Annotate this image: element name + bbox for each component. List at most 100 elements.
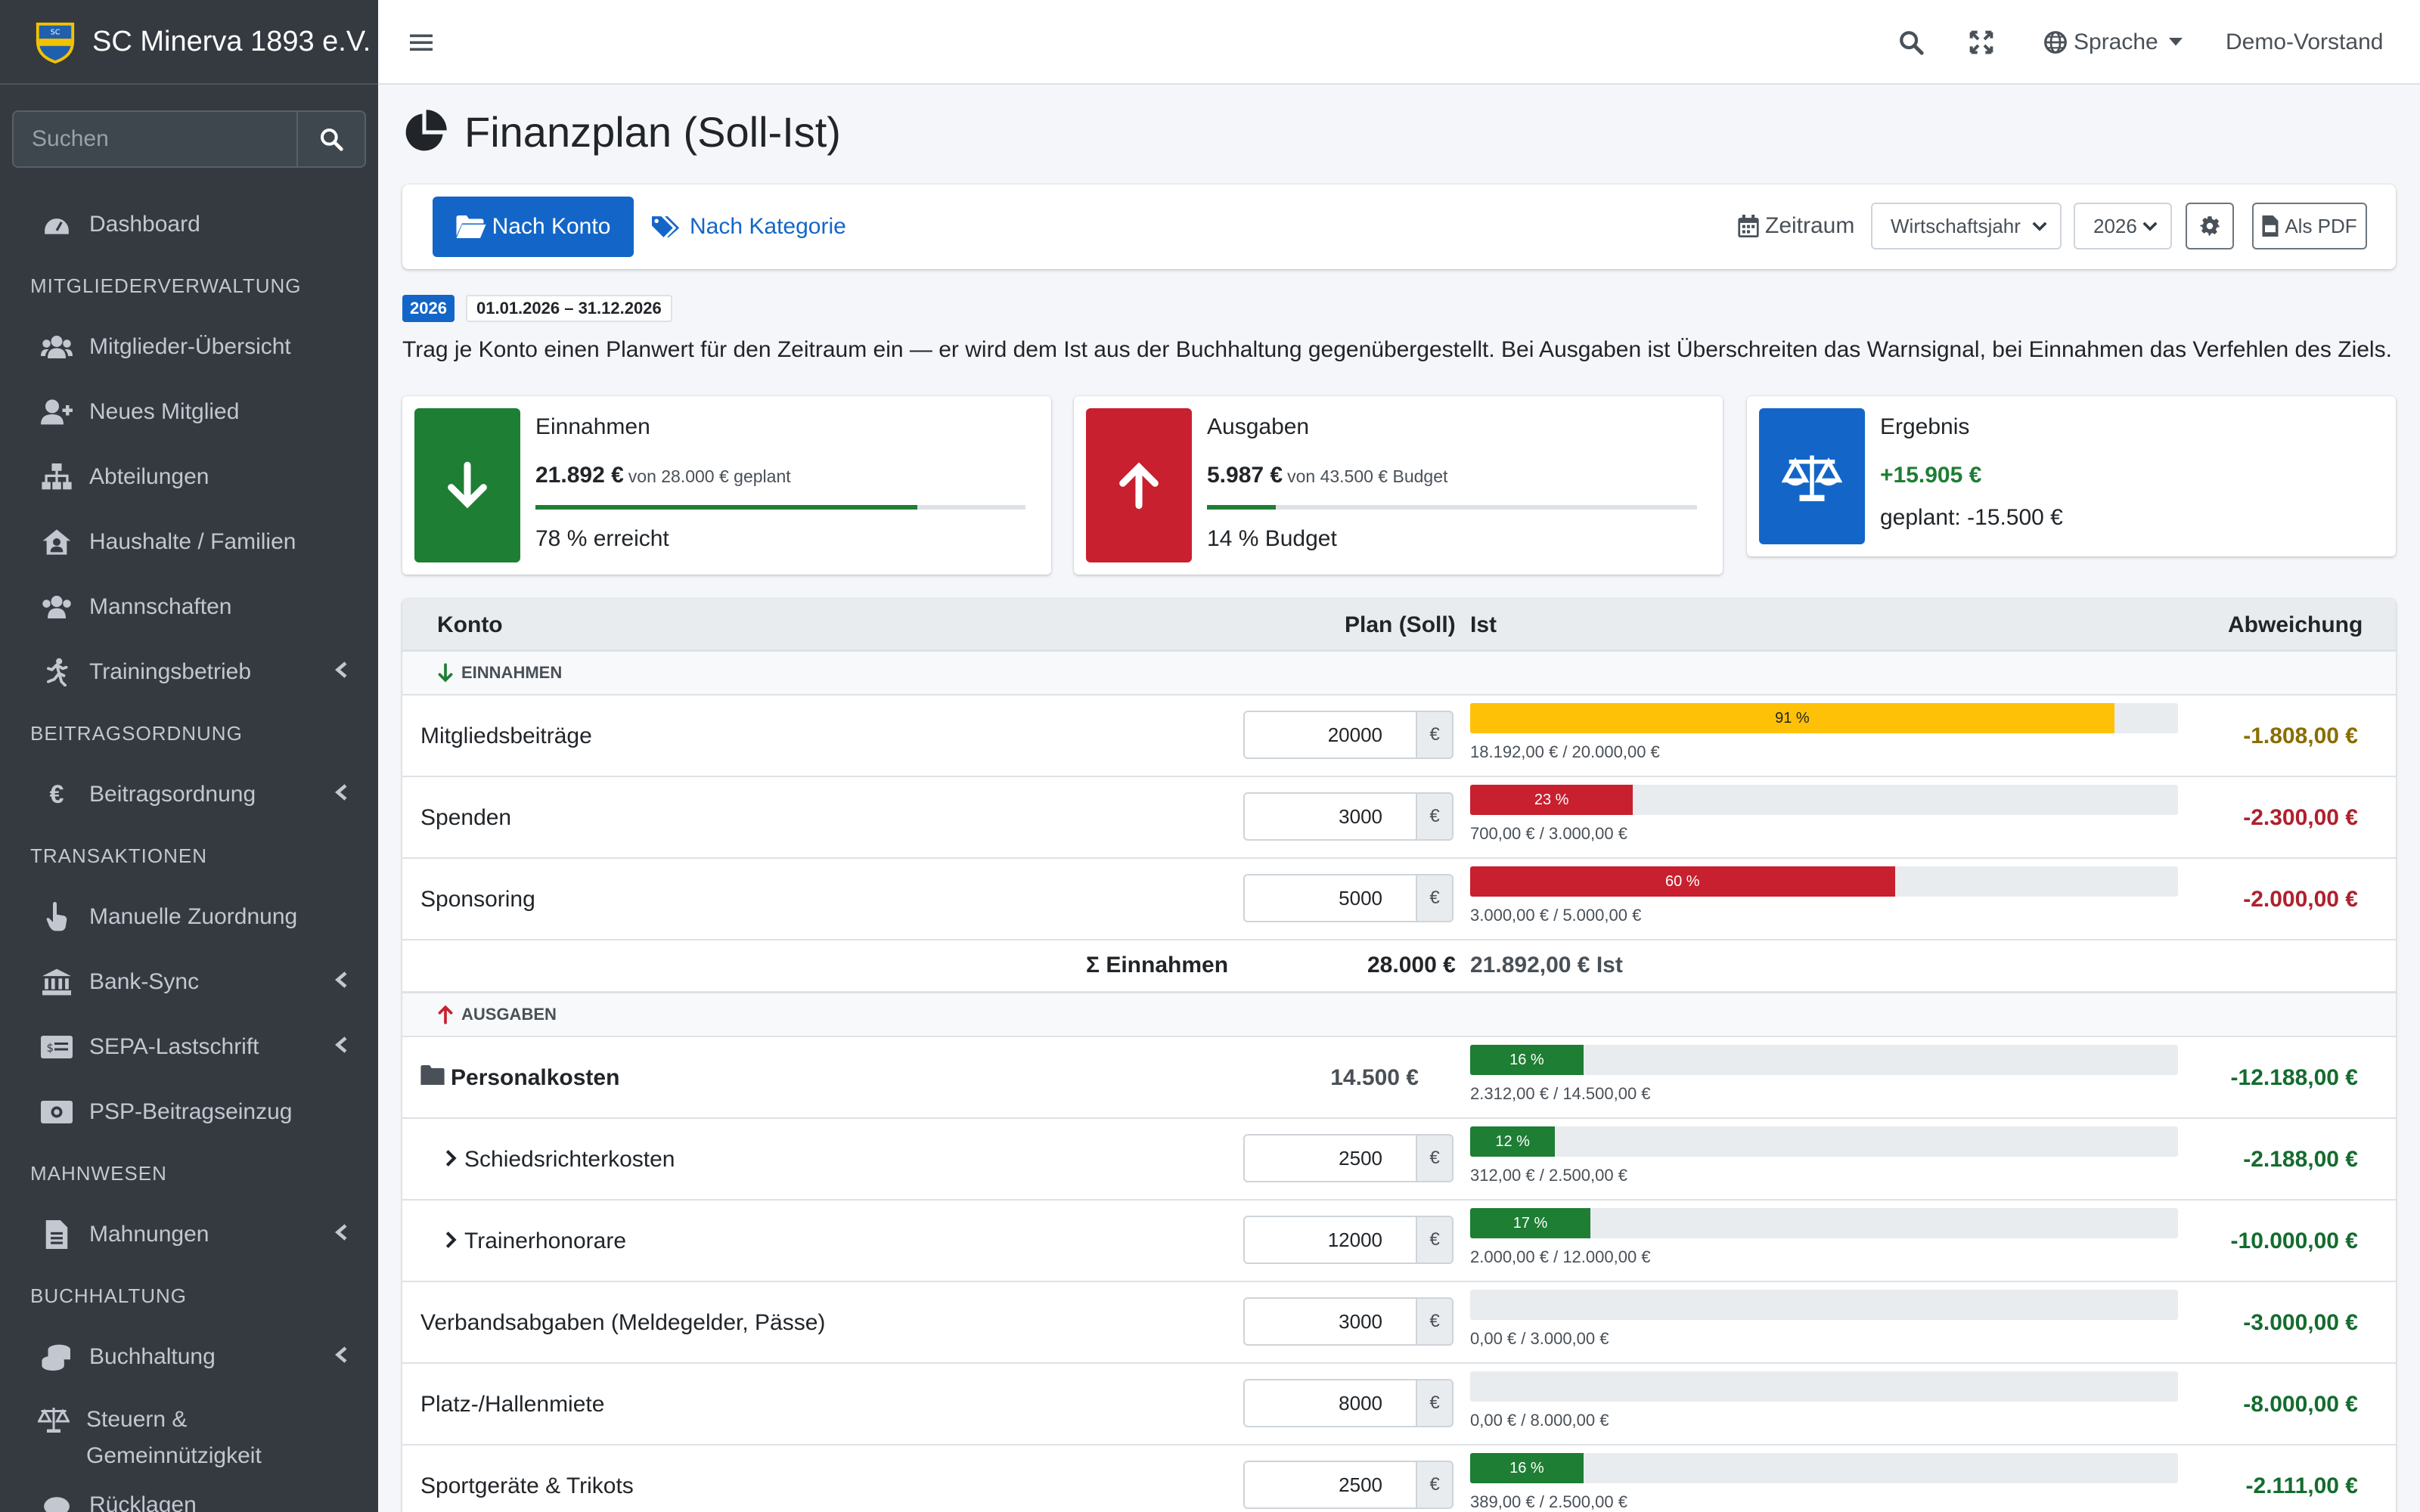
table-row: Platz-/Hallenmiete 8000 €0,00 € / 8.000,00…: [402, 1364, 2396, 1445]
period-type-select[interactable]: Wirtschaftsjahr: [1871, 203, 2062, 249]
account-label: Trainerhonorare: [464, 1228, 626, 1253]
sidebar-item-dunning[interactable]: Mahnungen: [0, 1202, 378, 1267]
year-value: 2026: [2093, 214, 2137, 237]
sidebar-item-members-overview[interactable]: Mitglieder-Übersicht: [0, 314, 378, 380]
chevron-left-icon: [334, 782, 348, 807]
expenses-footer: 14 % Budget: [1207, 526, 1337, 551]
plan-input[interactable]: 20000: [1243, 711, 1417, 759]
topbar-search-button[interactable]: [1898, 0, 1924, 85]
deviation: -8.000,00 €: [2243, 1392, 2358, 1417]
sidebar-item-households[interactable]: Haushalte / Familien: [0, 510, 378, 575]
sidebar-item-fees[interactable]: € Beitragsordnung: [0, 762, 378, 827]
sidebar-search-button[interactable]: [296, 112, 365, 166]
sidebar-item-training[interactable]: Trainingsbetrieb: [0, 640, 378, 705]
progress-fill: 16 %: [1470, 1453, 1584, 1483]
plan-input-group: 2500 €: [1243, 1461, 1454, 1509]
currency-addon: €: [1417, 711, 1454, 759]
sidebar-item-dashboard[interactable]: Dashboard: [0, 192, 378, 257]
header-deviation: Abweichung: [2228, 612, 2363, 637]
university-icon: [39, 965, 74, 999]
page-title-text: Finanzplan (Soll-Ist): [464, 108, 841, 156]
account-name[interactable]: Schiedsrichterkosten: [445, 1119, 675, 1201]
progress-fill: 23 %: [1470, 785, 1634, 815]
export-pdf-button[interactable]: Als PDF: [2252, 203, 2367, 249]
expenses-amount-line: 5.987 € von 43.500 € Budget: [1207, 463, 1447, 488]
expand-icon: [1969, 30, 1993, 54]
result-icon-tile: [1759, 408, 1865, 544]
sidebar-item-psp[interactable]: PSP-Beitragseinzug: [0, 1080, 378, 1145]
sidebar-search-input[interactable]: Suchen: [14, 112, 296, 166]
actual-vs-plan: 389,00 € / 2.500,00 €: [1470, 1492, 1627, 1511]
plan-input[interactable]: 5000: [1243, 874, 1417, 922]
plan-input[interactable]: 12000: [1243, 1216, 1417, 1264]
user-plus-icon: [39, 395, 74, 429]
sidebar-label: Neues Mitglied: [89, 399, 240, 424]
user-menu[interactable]: Demo-Vorstand: [2226, 0, 2383, 85]
tab-by-account[interactable]: Nach Konto: [433, 197, 634, 257]
sidebar-label: Beitragsordnung: [89, 782, 256, 807]
sidebar-item-teams[interactable]: Mannschaften: [0, 575, 378, 640]
brand[interactable]: SC SC Minerva 1893 e.V.: [0, 0, 378, 85]
file-pdf-icon: [2262, 215, 2279, 237]
actual-vs-plan: 0,00 € / 8.000,00 €: [1470, 1411, 1609, 1430]
deviation: -12.188,00 €: [2230, 1065, 2358, 1090]
year-select[interactable]: 2026: [2074, 203, 2172, 249]
sidebar-item-new-member[interactable]: Neues Mitglied: [0, 380, 378, 445]
progress-fill: 16 %: [1470, 1045, 1584, 1075]
nav-header-transactions: TRANSAKTIONEN: [30, 844, 208, 867]
sidebar-item-tax[interactable]: Steuern & Gemeinnützigkeit: [0, 1390, 378, 1473]
sidebar-item-manual-assign[interactable]: Manuelle Zuordnung: [0, 885, 378, 950]
gear-icon: [2200, 216, 2220, 236]
fullscreen-button[interactable]: [1969, 0, 1993, 85]
account-name[interactable]: Trainerhonorare: [445, 1201, 626, 1282]
plan-input[interactable]: 3000: [1243, 792, 1417, 841]
sidebar-search: Suchen: [12, 110, 366, 168]
deviation: -2.300,00 €: [2243, 805, 2358, 830]
progress-fill: 17 %: [1470, 1208, 1591, 1238]
toolbar-card: Nach Konto Nach Kategorie Zeitraum Wirts…: [402, 184, 2396, 269]
plan-input[interactable]: 2500: [1243, 1134, 1417, 1182]
income-sum-label: Σ Einnahmen: [1086, 953, 1229, 978]
plan-input-group: 20000 €: [1243, 711, 1454, 759]
search-icon: [1900, 31, 1924, 55]
svg-text:SC: SC: [51, 28, 60, 36]
plan-input[interactable]: 2500: [1243, 1461, 1417, 1509]
tab-by-category[interactable]: Nach Kategorie: [652, 197, 846, 257]
sidebar-item-reserves[interactable]: Rücklagen: [0, 1473, 378, 1512]
period-label: Zeitraum: [1738, 203, 1854, 249]
sidebar: SC SC Minerva 1893 e.V. Suchen Dashboard…: [0, 0, 378, 1512]
sidebar-item-accounting[interactable]: Buchhaltung: [0, 1325, 378, 1390]
header-account: Konto: [437, 612, 503, 637]
account-name[interactable]: Personalkosten: [420, 1037, 619, 1119]
language-dropdown[interactable]: Sprache: [2043, 0, 2183, 85]
plan-input-group: 3000 €: [1243, 792, 1454, 841]
sidebar-item-sepa[interactable]: $ SEPA-Lastschrift: [0, 1015, 378, 1080]
plan-input[interactable]: 8000: [1243, 1379, 1417, 1427]
tags-icon: [652, 216, 680, 237]
chevron-right-icon: [445, 1147, 464, 1173]
account-name: Sponsoring: [420, 859, 535, 940]
progress-bar: 16 %: [1470, 1045, 2178, 1075]
income-sum-actual: 21.892,00 € Ist: [1470, 953, 1623, 978]
settings-button[interactable]: [2186, 203, 2234, 249]
hamburger-icon: [410, 34, 433, 51]
sidebar-label: Mahnungen: [89, 1222, 209, 1247]
plan-input-group: 5000 €: [1243, 874, 1454, 922]
money-check-icon: $: [39, 1030, 74, 1064]
user-name: Demo-Vorstand: [2226, 29, 2384, 54]
chevron-left-icon: [334, 1034, 348, 1060]
intro-text: Trag je Konto einen Planwert für den Zei…: [402, 337, 2392, 362]
table-row: Trainerhonorare 12000 €17 % 2.000,00 € / 12…: [402, 1201, 2396, 1282]
menu-toggle-button[interactable]: [410, 0, 433, 85]
account-label: Platz-/Hallenmiete: [420, 1392, 605, 1417]
sidebar-item-departments[interactable]: Abteilungen: [0, 445, 378, 510]
chevron-left-icon: [334, 659, 348, 685]
result-title: Ergebnis: [1880, 414, 1970, 439]
expenses-info-box: Ausgaben 5.987 € von 43.500 € Budget 14 %…: [1074, 396, 1723, 575]
nav-header-accounting: BUCHHALTUNG: [30, 1284, 187, 1307]
plan-input[interactable]: 3000: [1243, 1297, 1417, 1346]
arrow-down-icon: [448, 461, 487, 509]
account-label: Sponsoring: [420, 887, 535, 912]
deviation: -2.000,00 €: [2243, 887, 2358, 912]
sidebar-item-bank-sync[interactable]: Bank-Sync: [0, 950, 378, 1015]
